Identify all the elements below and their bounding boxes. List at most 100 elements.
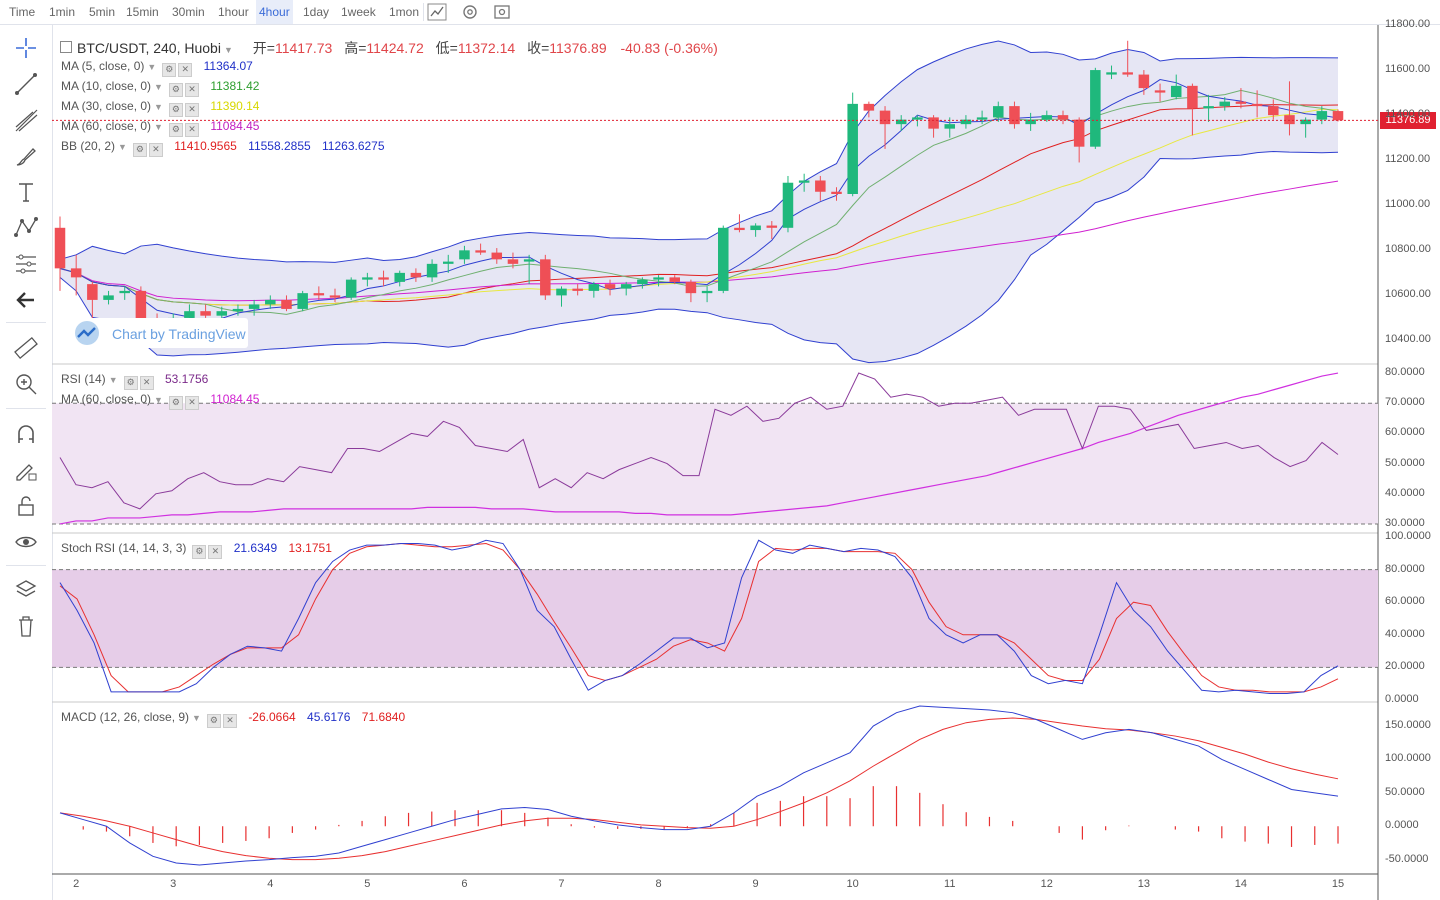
magnet-icon[interactable]	[13, 421, 39, 447]
chevron-down-icon[interactable]: ▼	[108, 375, 118, 385]
text-icon[interactable]	[13, 179, 39, 205]
price-pane[interactable]	[52, 40, 1378, 364]
candle-body	[1106, 72, 1117, 75]
candle-body	[426, 263, 438, 278]
rsi-legend[interactable]: RSI (14) ▼ ⚙ ✕ 53.1756	[61, 372, 208, 390]
ruler-icon[interactable]	[13, 335, 39, 361]
fib-icon[interactable]	[13, 107, 39, 133]
settings-icon[interactable]: ⚙	[123, 376, 138, 390]
candle-body	[507, 259, 519, 264]
candle-body	[831, 191, 842, 194]
tradingview-watermark[interactable]: Chart by TradingView	[68, 318, 248, 348]
eye-icon[interactable]	[13, 529, 39, 555]
ma10-line	[59, 89, 1339, 315]
lock-drawing-icon[interactable]	[13, 457, 39, 483]
zoom-in-icon[interactable]	[13, 371, 39, 397]
stoch-legend[interactable]: Stoch RSI (14, 14, 3, 3) ⚙ ✕ 21.6349 13.17…	[61, 541, 332, 559]
close-icon[interactable]: ✕	[178, 63, 193, 77]
ma30-legend[interactable]: MA (30, close, 0) ▼ ⚙ ✕ 11390.14	[61, 99, 259, 117]
close-icon[interactable]: ✕	[184, 396, 199, 410]
timeframe-1hour[interactable]: 1hour	[218, 5, 249, 19]
rsi-axis-label: 70.0000	[1385, 396, 1425, 409]
back-arrow-icon[interactable]	[13, 287, 39, 313]
chevron-down-icon[interactable]: ▼	[118, 142, 127, 152]
macd-signal-line	[59, 717, 1339, 861]
candle-body	[523, 259, 535, 262]
close-icon[interactable]: ✕	[148, 143, 163, 157]
chart-type-icon[interactable]	[427, 3, 447, 21]
timeframe-1week[interactable]: 1week	[341, 5, 376, 19]
price-axis-label: 11400.00	[1385, 108, 1431, 121]
candle-body	[329, 295, 341, 298]
timeframe-1mon[interactable]: 1mon	[389, 5, 420, 19]
chevron-down-icon[interactable]: ▼	[154, 395, 163, 405]
settings-icon[interactable]: ⚙	[206, 714, 221, 728]
candle-body	[556, 288, 567, 296]
candle-body	[1057, 115, 1069, 120]
chevron-down-icon[interactable]: ▼	[147, 62, 157, 72]
bb-legend[interactable]: BB (20, 2) ▼ ⚙ ✕ 11410.9565 11558.2855 1126…	[61, 139, 385, 157]
timeframe-15min[interactable]: 15min	[126, 5, 159, 19]
trash-icon[interactable]	[13, 613, 39, 639]
candle-body	[1090, 70, 1101, 147]
tradingview-logo-icon	[75, 321, 99, 345]
timeframe-4hour[interactable]: 4hour	[256, 0, 293, 24]
close-icon[interactable]: ✕	[184, 83, 199, 97]
ma5-name: MA (5, close, 0)	[61, 59, 145, 73]
candle-body	[750, 225, 761, 231]
settings-icon[interactable]: ⚙	[162, 63, 177, 77]
macd-legend[interactable]: MACD (12, 26, close, 9) ▼ ⚙ ✕ -26.0664 45.6…	[61, 710, 405, 728]
stoch-band-fill	[52, 569, 1378, 668]
timeframe-30min[interactable]: 30min	[172, 5, 205, 19]
ma5-legend[interactable]: MA (5, close, 0) ▼ ⚙ ✕ 11364.07	[61, 59, 253, 77]
chart-canvas[interactable]	[52, 25, 1440, 900]
rsi-ma-legend[interactable]: MA (60, close, 0) ▼ ⚙ ✕ 11084.45	[61, 392, 259, 410]
settings-icon[interactable]: ⚙	[168, 83, 183, 97]
time-axis-label: 3	[170, 878, 177, 890]
chevron-down-icon[interactable]: ▼	[223, 45, 233, 55]
timeframe-toolbar: Time 1min 5min 15min 30min 1hour 4hour 1day 1wee…	[0, 0, 1440, 25]
collapse-icon[interactable]	[60, 41, 72, 53]
ma60-value: 11084.45	[210, 119, 260, 133]
stoch-rsi-pane[interactable]	[52, 539, 1378, 694]
settings-icon[interactable]: ⚙	[168, 123, 183, 137]
settings-icon[interactable]: ⚙	[168, 103, 183, 117]
trendline-icon[interactable]	[13, 71, 39, 97]
brush-icon[interactable]	[13, 143, 39, 169]
pattern-icon[interactable]	[13, 215, 39, 241]
measure-icon[interactable]	[13, 251, 39, 277]
timeframe-1day[interactable]: 1day	[303, 5, 330, 19]
unlock-icon[interactable]	[13, 493, 39, 519]
settings-icon[interactable]: ⚙	[192, 545, 207, 559]
chevron-down-icon[interactable]: ▼	[154, 102, 163, 112]
candle-body	[1268, 106, 1279, 116]
screenshot-icon[interactable]	[492, 3, 512, 21]
timeframe-1min[interactable]: 1min	[49, 5, 76, 19]
close-icon[interactable]: ✕	[184, 103, 199, 117]
timeframe-5min[interactable]: 5min	[89, 5, 116, 19]
settings-icon[interactable]: ⚙	[132, 143, 147, 157]
macd-axis-label: 50.0000	[1385, 785, 1425, 798]
macd-axis-label: 100.0000	[1385, 752, 1431, 765]
layers-icon[interactable]	[13, 577, 39, 603]
macd-pane[interactable]	[59, 705, 1339, 866]
rsi-pane[interactable]	[52, 372, 1378, 525]
ma60-legend[interactable]: MA (60, close, 0) ▼ ⚙ ✕ 11084.45	[61, 119, 259, 137]
rsi-axis-label: 80.0000	[1385, 366, 1425, 379]
close-icon[interactable]: ✕	[222, 714, 237, 728]
ma30-value: 11390.14	[210, 99, 260, 113]
settings-icon[interactable]: ⚙	[168, 396, 183, 410]
candle-body	[1300, 119, 1311, 125]
chevron-down-icon[interactable]: ▼	[192, 713, 201, 723]
candle-body	[313, 293, 325, 296]
settings-icon[interactable]	[460, 3, 480, 21]
close-icon[interactable]: ✕	[184, 123, 199, 137]
ma10-legend[interactable]: MA (10, close, 0) ▼ ⚙ ✕ 11381.42	[61, 79, 259, 97]
close-icon[interactable]: ✕	[208, 545, 223, 559]
time-axis-label: 9	[752, 878, 759, 890]
chevron-down-icon[interactable]: ▼	[154, 122, 163, 132]
crosshair-icon[interactable]	[13, 35, 39, 61]
chevron-down-icon[interactable]: ▼	[154, 82, 163, 92]
close-icon[interactable]: ✕	[139, 376, 154, 390]
timeframe-time[interactable]: Time	[9, 5, 36, 19]
